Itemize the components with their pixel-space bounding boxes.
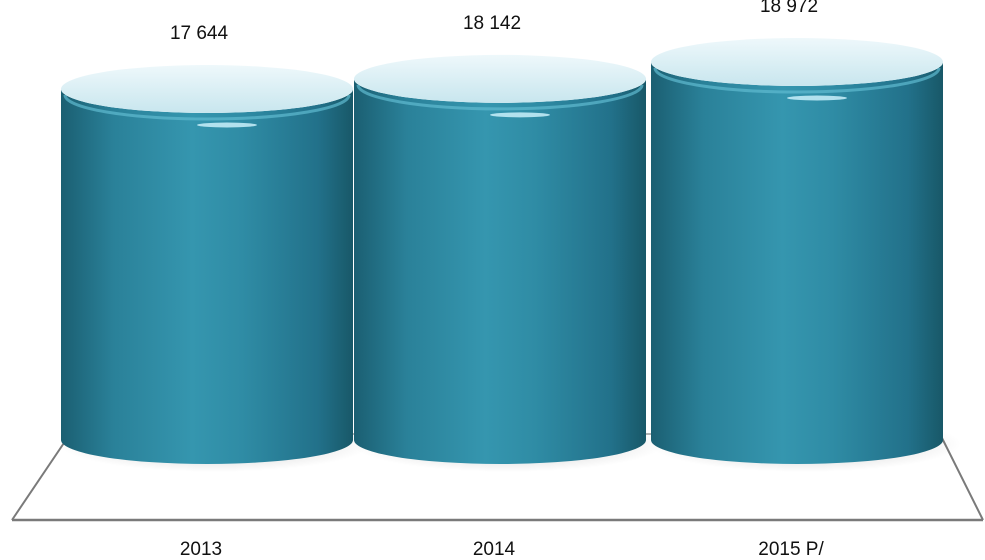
bar-rim-highlight [356, 84, 644, 111]
x-axis-tick-labels: 2013 2014 2015 P/ [180, 539, 825, 560]
bar-rim-highlight [63, 94, 351, 121]
bar-top-cap [354, 54, 646, 103]
bar-gloss [197, 122, 257, 128]
bar-gloss [490, 112, 550, 118]
data-labels: 17 644 18 142 18 972 [170, 0, 818, 44]
data-label: 17 644 [170, 23, 229, 44]
bar-top-cap [651, 38, 943, 86]
bar-rim-highlight [653, 67, 941, 94]
bar-body [651, 62, 943, 464]
bar-gloss [787, 95, 847, 101]
bar-top-cap [61, 65, 353, 113]
x-tick-label: 2014 [473, 539, 516, 560]
bar-2015p [649, 38, 961, 472]
floor-left-edge [11, 433, 71, 521]
x-tick-label: 2013 [180, 539, 222, 560]
bar-body [61, 89, 353, 464]
bar-series [59, 38, 961, 472]
bar-2014 [352, 54, 664, 472]
data-label: 18 142 [463, 13, 521, 34]
data-label: 18 972 [760, 0, 818, 17]
bar-body [354, 78, 646, 464]
bar-2013 [59, 65, 371, 472]
x-tick-label: 2015 P/ [758, 539, 824, 560]
